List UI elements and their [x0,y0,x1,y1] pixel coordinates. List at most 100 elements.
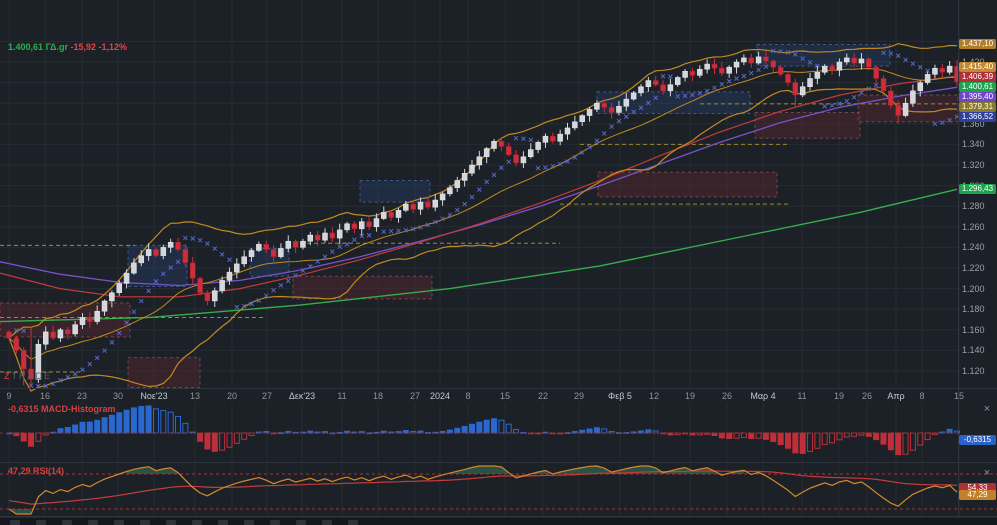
sar-cross [726,78,732,84]
sar-cross [550,163,556,169]
price-tick-label: 1.220 [962,263,985,273]
macd-bar [784,432,791,449]
time-axis-label: 19 [833,391,845,401]
sar-cross [13,327,19,333]
sar-cross [682,93,688,99]
candle-body [50,331,56,339]
toolbar-icon[interactable] [36,520,46,525]
candle-body [814,72,821,79]
sar-cross [690,92,695,98]
candle-body [910,90,916,104]
bollinger-layer [8,43,958,392]
candle-body [35,343,42,380]
candle-body [491,141,497,149]
sar-cross [513,135,519,141]
candle-body [145,249,152,256]
sar-cross [153,278,159,284]
sar-cross [903,57,908,63]
level-badge: 1.379,31 [959,101,996,112]
candle-body [792,82,799,96]
bottom-toolbar[interactable] [0,517,997,525]
candle-body [241,256,247,265]
sar-cross [528,137,534,143]
legend-change-pct: -1,12% [98,42,128,52]
macd-bar [13,432,20,437]
candle-body [836,61,843,71]
toolbar-icon[interactable] [322,520,332,525]
candle-body [638,86,644,94]
sar-cross [785,50,791,55]
candle-body [263,244,269,250]
toolbar-icon[interactable] [192,520,202,525]
macd-bar [123,409,130,434]
sar-cross [146,288,151,294]
toolbar-icon[interactable] [218,520,228,525]
macd-close-button[interactable]: × [980,402,994,416]
sar-cross [285,278,291,284]
sar-cross [521,136,526,142]
candle-body [741,57,747,63]
sar-cross [212,246,218,251]
toolbar-icon[interactable] [166,520,176,525]
sar-cross [763,64,769,70]
toolbar-icon[interactable] [10,520,20,525]
toolbar-icon[interactable] [270,520,280,525]
candle-body [557,133,563,142]
macd-bar [204,432,211,450]
sar-cross [175,259,181,265]
rsi-close-button[interactable]: × [980,466,994,480]
price-tick-label: 1.360 [962,118,985,129]
toolbar-icon[interactable] [140,520,150,525]
macd-bar [630,431,637,434]
sar-cross [469,194,475,200]
candle-body [13,337,20,351]
sar-cross [851,94,857,100]
sar-cross [116,330,122,336]
sar-cross [219,252,225,257]
sar-cross [895,53,901,59]
candle-body [697,68,703,76]
toolbar-icon[interactable] [88,520,98,525]
macd-bar [895,432,902,456]
candle-body [42,331,49,345]
sar-cross [660,73,666,79]
candle-body [939,67,946,73]
time-axis-label: 16 [39,391,51,401]
sar-cross [807,60,813,65]
toolbar-icon[interactable] [62,520,72,525]
legend-symbol: ΓΔ.gr [45,42,68,52]
rsi-value-badge: 47,29 [959,489,996,500]
sar-cross [719,81,725,87]
macd-bar [20,432,27,442]
bb-upper-badge: 1.437,10 [959,39,996,50]
sar-badge: 1.366,52 [959,112,996,123]
sar-cross [131,309,137,315]
macd-bar [138,405,145,434]
rsi-ma-badge: 54,33 [959,482,996,493]
sar-cross [403,227,409,233]
macd-bar [454,427,461,434]
price-tick-label: 1.260 [962,221,985,232]
toolbar-icon[interactable] [296,520,306,525]
sar-cross [124,320,129,325]
sar-cross [557,161,563,167]
candle-body [645,80,652,87]
time-axis-label: 8 [465,391,471,401]
sar-cross [837,101,842,107]
price-tick-label: 1.140 [962,345,985,356]
sar-cross [440,216,445,222]
sar-cross [234,304,240,310]
toolbar-icon[interactable] [244,520,254,525]
ztrade-watermark: ZTRADE [4,371,52,381]
candle-body [300,240,306,248]
candle-body [674,77,681,85]
candle-body [785,74,791,83]
toolbar-icon[interactable] [114,520,124,525]
toolbar-icon[interactable] [348,520,358,525]
candle-body [719,67,725,74]
time-axis-label: 20 [226,391,238,401]
candle-body [667,84,674,92]
time-axis-label: Νοε'23 [140,391,168,401]
macd-bar [880,432,887,445]
